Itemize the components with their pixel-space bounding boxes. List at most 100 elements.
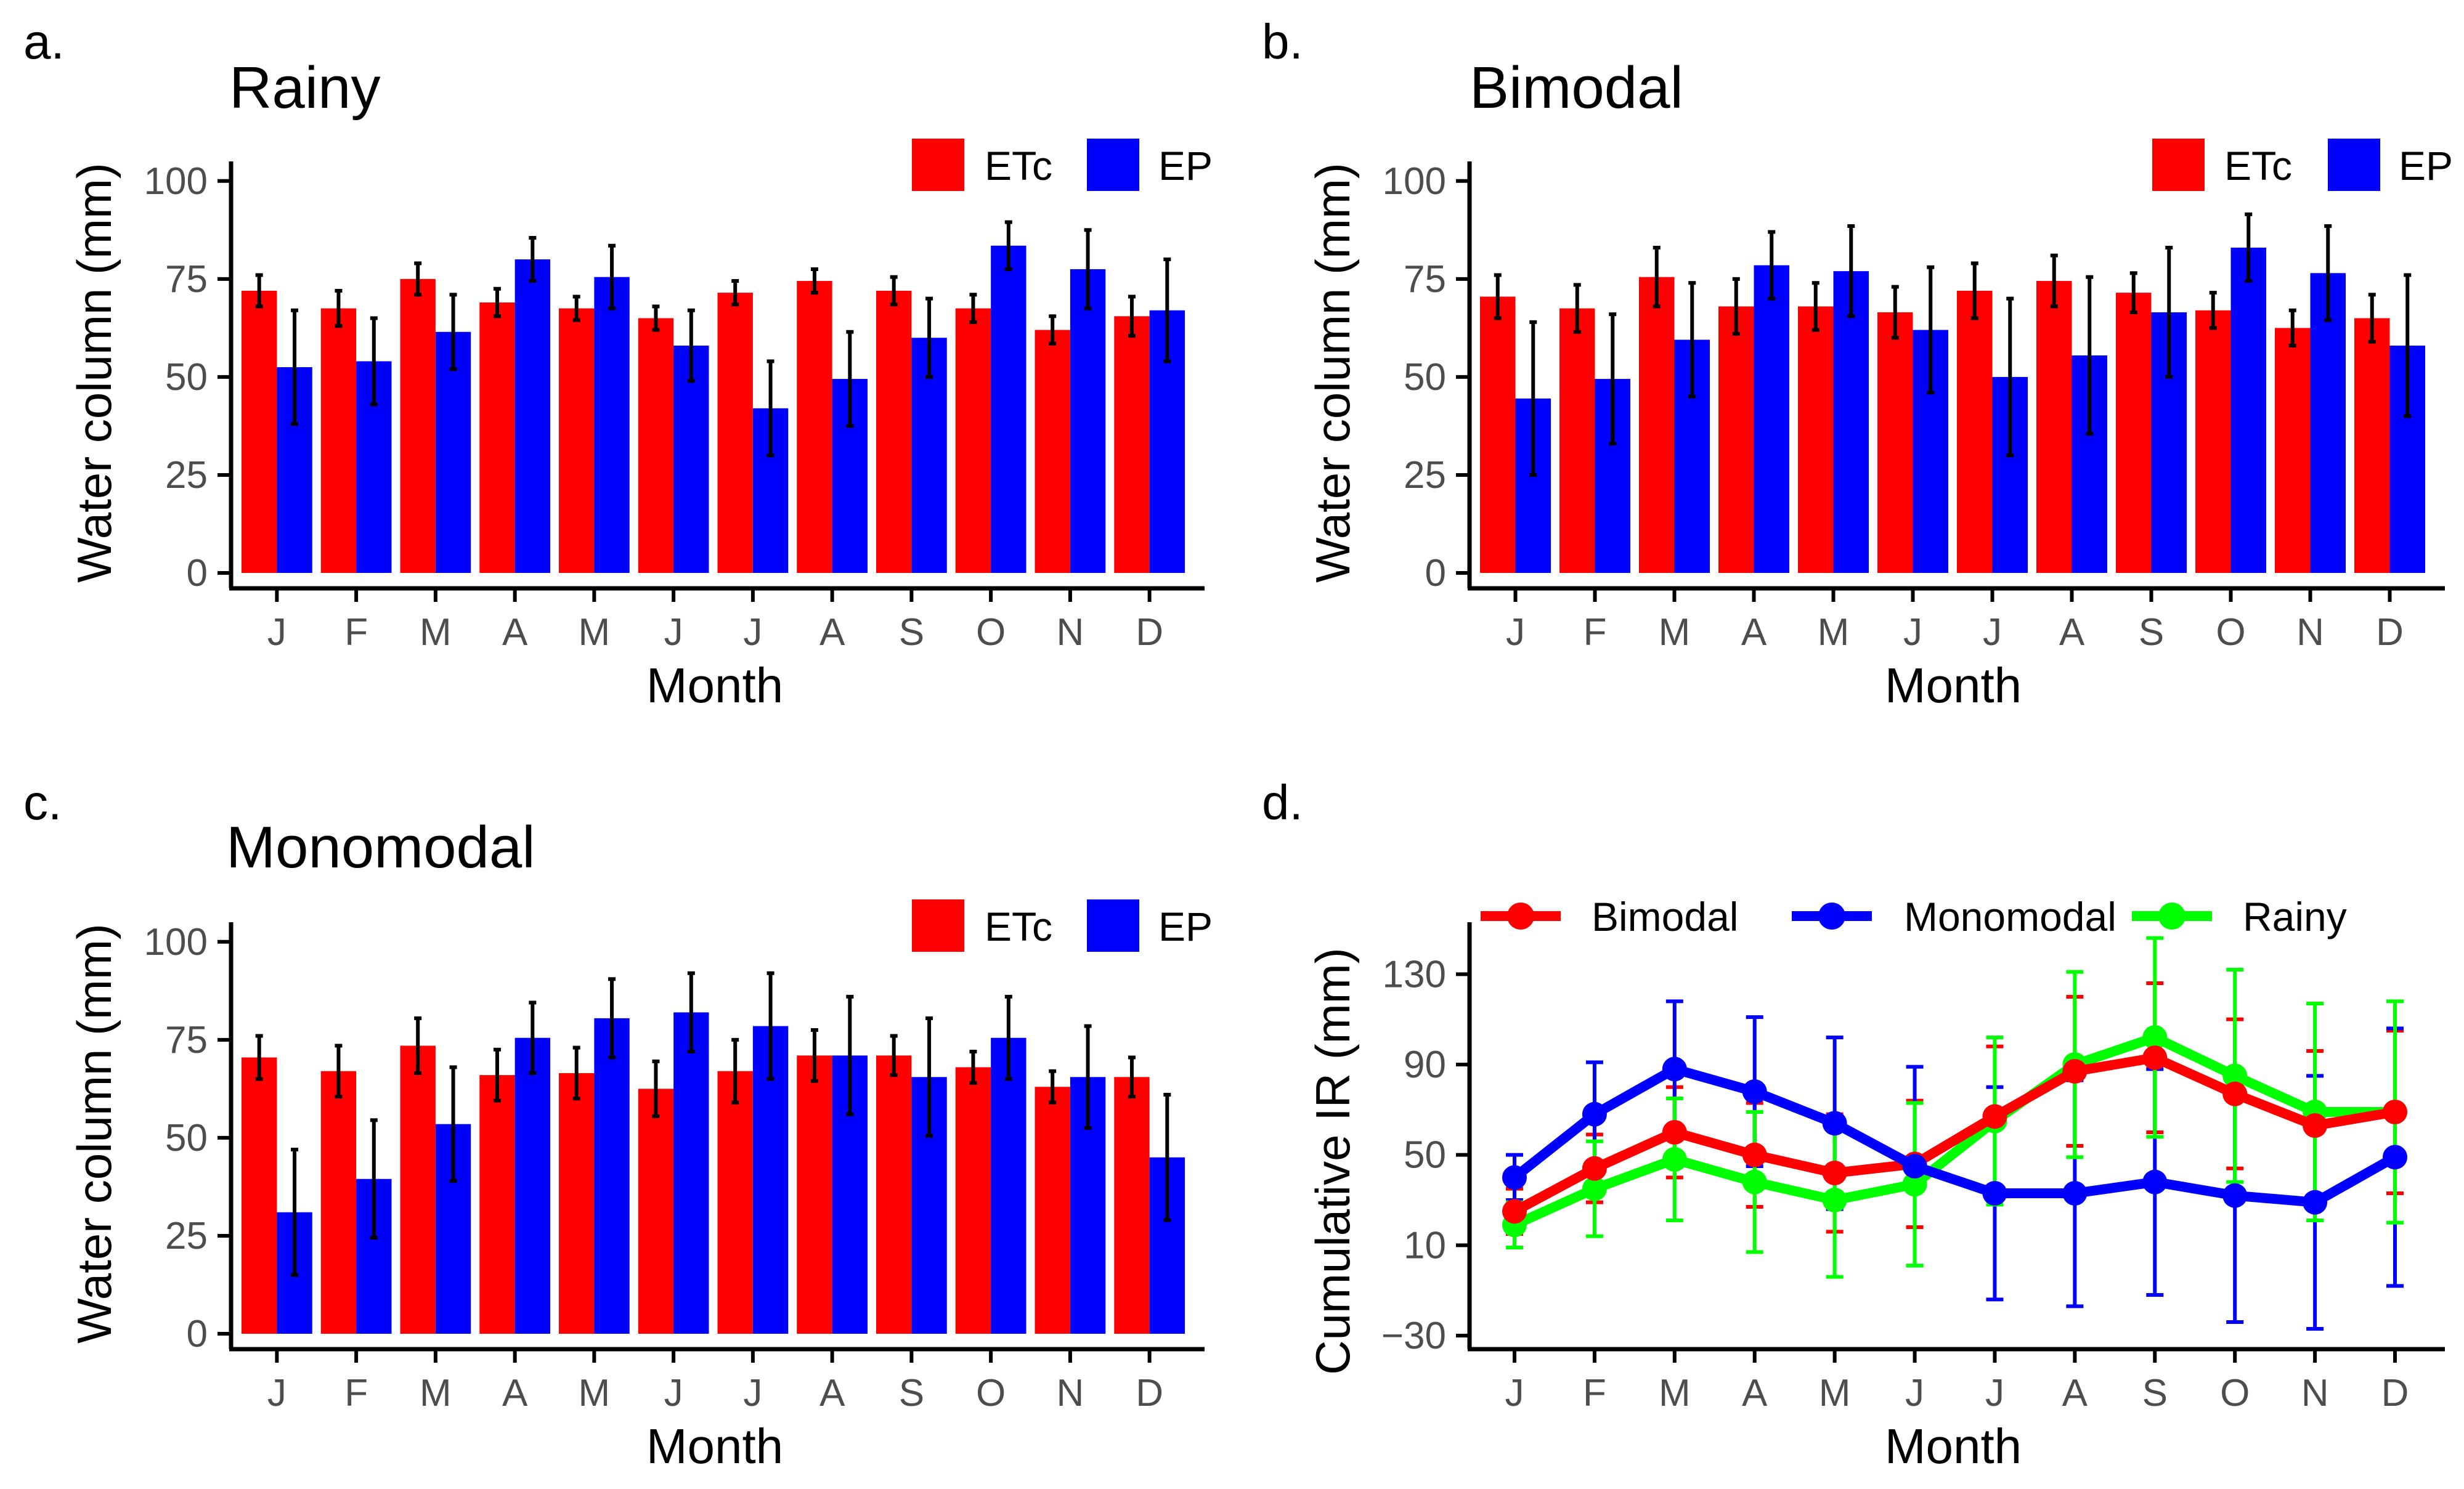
legend-label-ep: EP [2399,143,2453,189]
bar-etc [2036,281,2072,573]
y-tick-label: −30 [1381,1315,1446,1357]
x-axis-label: Month [1885,1419,2022,1474]
legend-label-etc: ETc [985,143,1052,189]
bar-ep [514,259,550,573]
point-monomodal [2222,1183,2248,1208]
x-tick-label: M [579,1372,611,1414]
bar-etc [1798,306,1834,573]
legend-marker-rainy [2158,903,2185,930]
x-tick-label: M [1818,611,1850,654]
x-tick-label: O [976,611,1006,654]
x-tick-label: A [819,1372,845,1414]
x-axis-label: Month [1885,658,2022,713]
x-tick-label: J [1505,1372,1524,1414]
panel-label: b. [1262,14,1303,69]
bar-etc [955,308,991,573]
plot-area: 0 25 50 75 100 J F M A M J J A S O N D [1383,160,2445,654]
panel-c-monomodal: c. Monomodal Water column (mm) Month ETc… [23,775,1213,1474]
bar-etc [638,318,674,573]
bar-ep [673,1012,709,1334]
point-bimodal [1742,1142,1767,1167]
legend-marker-monomodal [1818,903,1845,930]
bar-etc [1877,312,1913,573]
bar-ep [1754,265,1789,573]
bar-etc [1480,296,1516,573]
y-axis-label: Cumulative IR (mm) [1306,947,1360,1374]
legend-swatch-etc [912,139,964,191]
legend-swatch-etc [2152,139,2205,191]
chart-title: Monomodal [226,814,535,880]
x-tick-label: O [2220,1372,2250,1414]
point-bimodal [1502,1199,1527,1224]
bar-etc [1559,308,1595,573]
bar-etc [320,308,357,573]
x-tick-label: J [743,611,762,654]
x-tick-label: A [502,1372,528,1414]
bar-etc [1114,1077,1150,1334]
bar-etc [1035,330,1070,573]
bar-ep [991,245,1027,573]
bar-etc [2275,328,2311,573]
point-monomodal [1902,1154,1927,1179]
y-tick-label: 25 [1404,454,1446,497]
bar-ep [2230,247,2266,573]
point-rainy [1582,1176,1607,1201]
x-tick-label: F [344,611,368,654]
x-tick-label: N [1056,611,1084,654]
y-tick-label: 130 [1383,953,1446,996]
point-bimodal [1662,1120,1687,1145]
x-tick-label: S [899,611,924,654]
point-monomodal [1742,1079,1767,1104]
legend-swatch-etc [912,899,964,952]
x-tick-label: O [976,1372,1006,1414]
x-tick-label: M [1659,1372,1691,1414]
x-tick-label: D [1136,611,1163,654]
x-tick-label: D [2381,1372,2409,1414]
x-tick-label: A [819,611,845,654]
x-tick-label: S [2139,611,2164,654]
plot-area: 0 25 50 75 100 J F M A M J J A S O N D [144,921,1205,1414]
plot-area: −30 10 50 90 130 J F M A M J J A S O N D [1381,922,2445,1414]
x-tick-label: N [2296,611,2324,654]
y-tick-label: 10 [1404,1224,1446,1267]
bar-ep [673,346,709,573]
point-bimodal [2142,1045,2168,1070]
point-monomodal [1982,1181,2007,1206]
bar-etc [876,1055,912,1334]
legend: ETc EP [912,899,1213,952]
x-tick-label: J [267,611,287,654]
bar-etc [2354,318,2390,573]
bar-etc [1114,316,1150,573]
bar-etc [1957,290,1993,573]
legend-label-ep: EP [1158,143,1213,189]
bar-etc [2195,310,2231,573]
point-rainy [2142,1025,2168,1050]
x-tick-label: A [2062,1372,2088,1414]
y-axis-label: Water column (mm) [1306,163,1360,583]
bar-etc [1035,1087,1070,1334]
bar-ep [1070,269,1106,573]
bar-etc [479,302,515,573]
point-bimodal [2062,1059,2088,1084]
y-tick-label: 90 [1404,1044,1446,1086]
point-rainy [1902,1172,1927,1197]
point-rainy [1742,1169,1767,1195]
x-tick-label: J [1903,611,1922,654]
panel-a-rainy: a. Rainy Water column (mm) Month ETc EP … [23,14,1213,713]
point-monomodal [2062,1181,2088,1206]
y-axis-label: Water column (mm) [67,923,121,1344]
point-bimodal [1822,1161,1847,1185]
x-tick-label: J [1985,1372,2004,1414]
y-tick-label: 75 [1404,258,1446,301]
legend-label-monomodal: Monomodal [1904,894,2116,939]
y-tick-label: 100 [144,921,208,964]
legend-label-etc: ETc [2224,143,2292,189]
y-tick-label: 75 [165,258,208,301]
x-tick-label: A [2059,611,2085,654]
y-tick-label: 50 [165,356,208,399]
bar-etc [955,1067,991,1334]
x-tick-label: J [664,611,683,654]
bar-ep [435,331,471,573]
panel-label: d. [1262,775,1303,830]
plot-area: 0 25 50 75 100 J F M A M J J A S O N D [144,160,1205,654]
